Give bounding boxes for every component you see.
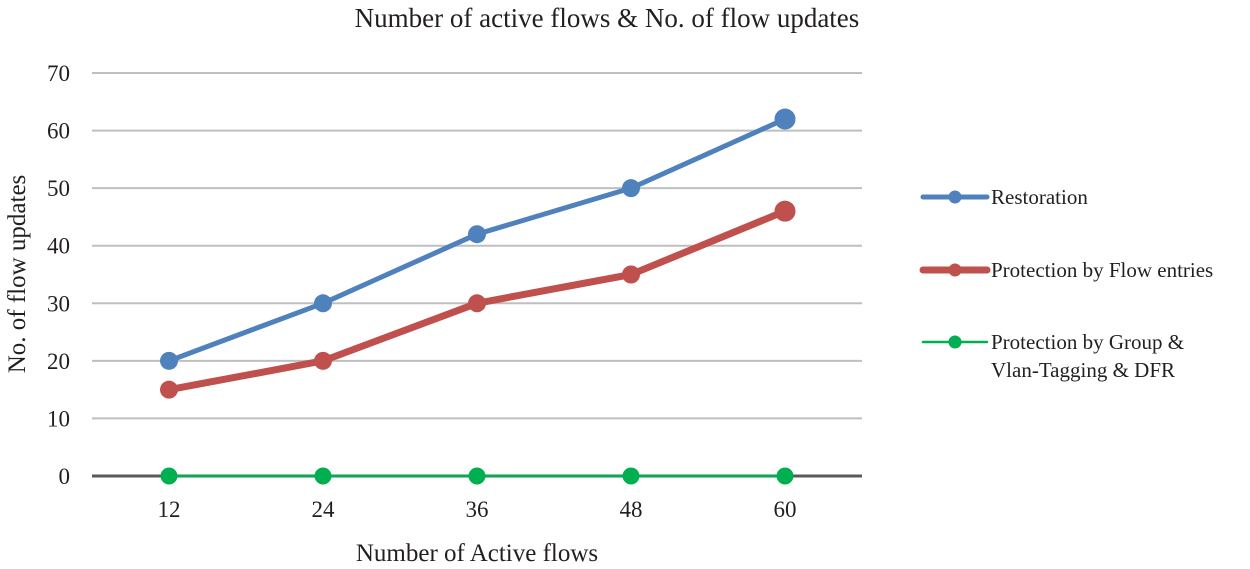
data-point	[622, 467, 640, 485]
y-tick-label: 0	[59, 464, 71, 489]
data-point	[774, 108, 796, 130]
data-point	[160, 380, 178, 399]
y-axis-ticks: 0 10 20 30 40 50 60 70	[47, 61, 70, 489]
x-axis-label: Number of Active flows	[356, 540, 598, 567]
x-tick-label: 12	[158, 497, 181, 522]
x-axis-ticks: 12 24 36 48 60	[158, 497, 797, 522]
data-point	[314, 467, 332, 485]
x-tick-label: 48	[620, 497, 643, 522]
y-tick-label: 60	[47, 119, 70, 144]
legend-label: Protection by Group & Vlan-Tagging & DFR	[991, 330, 1184, 382]
data-point	[468, 294, 486, 313]
series-3	[160, 467, 794, 485]
data-point	[468, 225, 486, 244]
x-tick-label: 36	[466, 497, 489, 522]
legend-swatch-marker	[948, 335, 962, 349]
legend-label: Restoration	[991, 185, 1088, 209]
data-point	[774, 200, 796, 222]
legend-item-1: Restoration	[920, 185, 1088, 209]
data-point	[160, 351, 178, 370]
x-tick-label: 24	[312, 497, 336, 522]
y-tick-label: 30	[47, 291, 70, 316]
data-point	[776, 467, 794, 485]
gridlines	[92, 72, 862, 478]
chart-title: Number of active flows & No. of flow upd…	[355, 3, 860, 33]
data-point	[314, 294, 332, 313]
y-tick-label: 40	[47, 234, 70, 259]
legend: Restoration Protection by Flow entries Pro…	[919, 185, 1213, 382]
x-tick-label: 60	[774, 497, 797, 522]
data-point	[622, 265, 640, 284]
legend-item-2: Protection by Flow entries	[919, 258, 1213, 282]
data-point	[314, 351, 332, 370]
y-tick-label: 10	[47, 406, 70, 431]
y-tick-label: 70	[47, 61, 70, 86]
data-point	[160, 467, 178, 485]
data-point	[622, 179, 640, 198]
y-tick-label: 50	[47, 176, 70, 201]
series-1	[160, 108, 796, 370]
series-lines	[160, 108, 796, 485]
data-point	[468, 467, 486, 485]
legend-swatch-marker	[948, 190, 962, 204]
y-axis-label: No. of flow updates	[4, 175, 31, 374]
y-tick-label: 20	[47, 349, 70, 374]
legend-item-3: Protection by Group & Vlan-Tagging & DFR	[921, 330, 1184, 382]
legend-label: Protection by Flow entries	[991, 258, 1213, 282]
legend-swatch-marker	[948, 263, 962, 277]
series-2	[160, 200, 796, 399]
